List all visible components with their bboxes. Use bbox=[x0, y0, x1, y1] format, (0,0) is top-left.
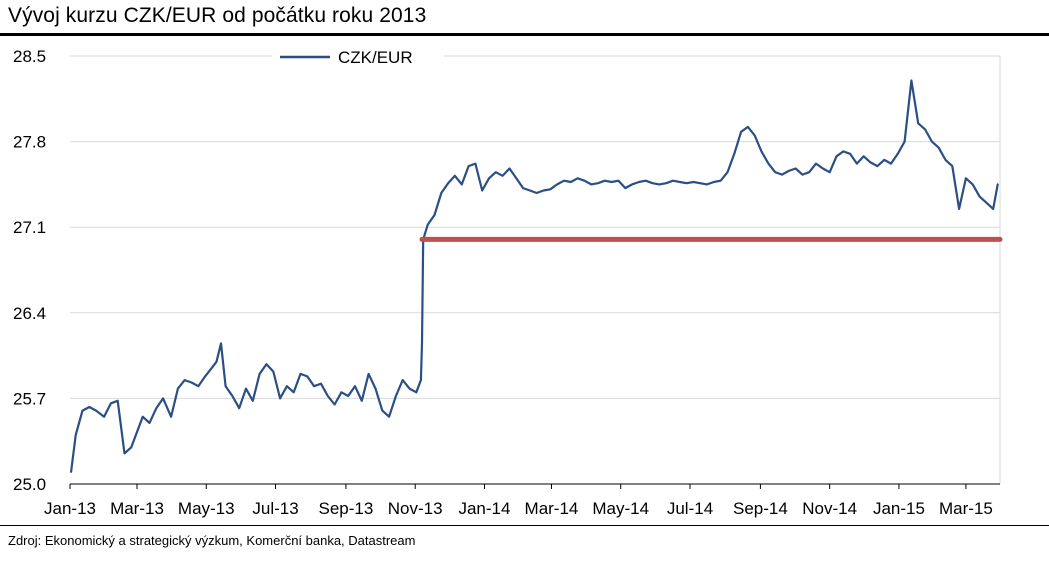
x-tick-label: Mar-15 bbox=[939, 499, 993, 518]
chart-title: Vývoj kurzu CZK/EUR od počátku roku 2013 bbox=[8, 4, 427, 27]
x-tick-label: Mar-13 bbox=[110, 499, 164, 518]
line-chart: 25.0 25.7 26.4 27.1 27.8 28.5 Jan-13 Mar-13 May… bbox=[13, 44, 1003, 518]
czk-eur-series-line bbox=[69, 79, 999, 473]
x-tick-label: Jul-14 bbox=[667, 499, 713, 518]
x-tick-label: May-13 bbox=[178, 499, 235, 518]
y-tick-label: 27.8 bbox=[13, 133, 46, 152]
series bbox=[69, 79, 1003, 473]
y-axis-ticks: 25.0 25.7 26.4 27.1 27.8 28.5 bbox=[13, 47, 46, 494]
y-tick-label: 28.5 bbox=[13, 47, 46, 66]
y-tick-label: 25.7 bbox=[13, 389, 46, 408]
x-tick-label: Jul-13 bbox=[252, 499, 298, 518]
x-axis-ticks: Jan-13 Mar-13 May-13 Jul-13 Sep-13 Nov-13 Jan-… bbox=[44, 484, 993, 518]
x-tick-label: Sep-14 bbox=[733, 499, 788, 518]
source-note: Zdroj: Ekonomický a strategický výzkum, … bbox=[8, 533, 416, 548]
x-tick-label: Mar-14 bbox=[525, 499, 579, 518]
gridlines bbox=[70, 55, 1001, 485]
bottom-rule bbox=[0, 525, 1049, 526]
legend: CZK/EUR bbox=[272, 44, 444, 70]
legend-label: CZK/EUR bbox=[338, 48, 413, 67]
x-tick-label: Jan-15 bbox=[873, 499, 925, 518]
x-tick-label: May-14 bbox=[592, 499, 649, 518]
y-tick-label: 25.0 bbox=[13, 475, 46, 494]
title-rule bbox=[0, 33, 1049, 36]
x-tick-label: Jan-14 bbox=[458, 499, 510, 518]
x-tick-label: Jan-13 bbox=[44, 499, 96, 518]
x-tick-label: Nov-13 bbox=[388, 499, 443, 518]
x-tick-label: Sep-13 bbox=[319, 499, 374, 518]
y-tick-label: 27.1 bbox=[13, 218, 46, 237]
y-tick-label: 26.4 bbox=[13, 304, 46, 323]
x-tick-label: Nov-14 bbox=[802, 499, 857, 518]
